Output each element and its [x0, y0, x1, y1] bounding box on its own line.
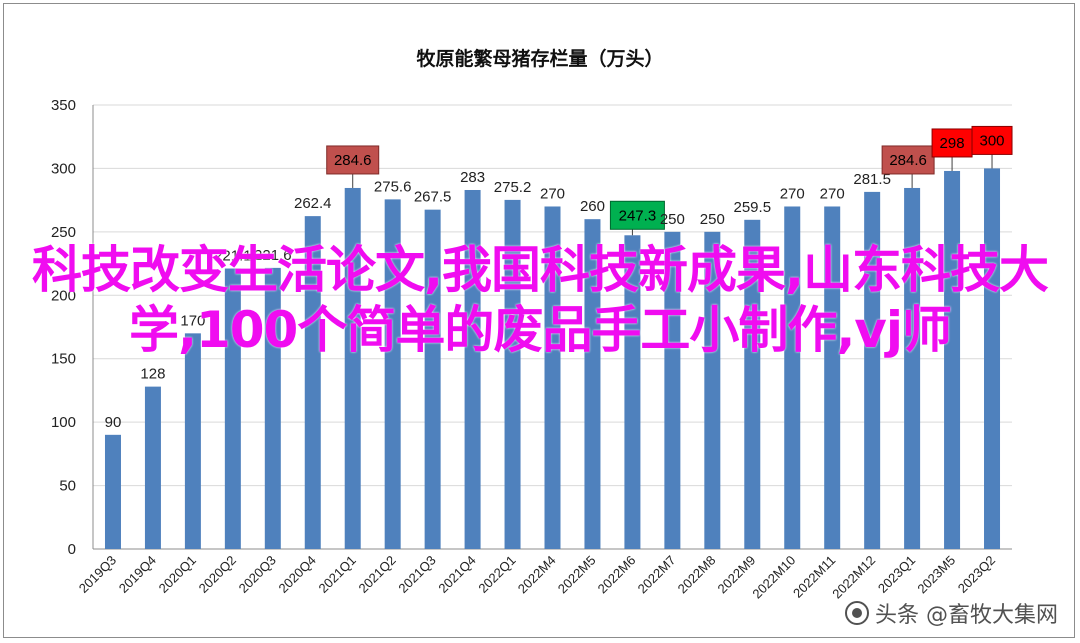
- callout-box: [881, 145, 935, 175]
- data-label: 275.2: [494, 179, 532, 196]
- x-tick-label: 2022M10: [749, 553, 798, 602]
- x-tick-label: 2022M8: [675, 553, 719, 597]
- x-tick-label: 2021Q2: [355, 553, 398, 596]
- x-tick-label: 2022Q1: [475, 553, 518, 596]
- x-tick-label: 2020Q1: [156, 553, 199, 596]
- x-tick-label: 2022M4: [515, 553, 559, 597]
- bar: [344, 187, 361, 549]
- bar: [784, 206, 801, 549]
- x-tick-label: 2023M5: [914, 553, 958, 597]
- x-tick-label: 2022M6: [595, 553, 639, 597]
- data-label: 270: [780, 185, 805, 202]
- bar: [944, 170, 961, 550]
- bar: [424, 209, 441, 549]
- watermark-text: 头条 @畜牧大集网: [875, 603, 1058, 628]
- bar: [544, 206, 561, 549]
- callout-label: 284.6: [334, 152, 372, 169]
- bar: [664, 231, 681, 549]
- x-tick-label: 2022M7: [635, 553, 679, 597]
- x-tick-label: 2021Q4: [435, 553, 478, 596]
- watermark: 头条 @畜牧大集网: [845, 597, 1058, 629]
- data-label: 170: [180, 312, 205, 329]
- bar: [864, 191, 881, 549]
- chart-frame: [3, 3, 1075, 638]
- bar: [624, 235, 641, 549]
- bar: [104, 434, 121, 549]
- callout-label: 298: [940, 135, 965, 152]
- x-tick-label: 2022M5: [555, 553, 599, 597]
- bar: [224, 268, 241, 549]
- x-tick-label: 2023Q2: [955, 553, 998, 596]
- data-label: 128: [140, 366, 165, 383]
- data-label: 259.5: [734, 199, 772, 216]
- data-label: 260: [580, 198, 605, 215]
- data-label: 275.6: [374, 178, 412, 195]
- bar: [504, 199, 521, 549]
- x-tick-label: 2019Q4: [116, 553, 159, 596]
- data-label: 281.5: [853, 171, 891, 188]
- data-label: 250: [700, 211, 725, 228]
- y-tick-label: 50: [59, 478, 76, 495]
- x-tick-label: 2020Q4: [276, 553, 319, 596]
- x-tick-label: 2020Q3: [236, 553, 279, 596]
- data-label: 262.4: [294, 195, 332, 212]
- x-tick-label: 2021Q3: [395, 553, 438, 596]
- bar: [584, 219, 601, 549]
- bar: [384, 199, 401, 549]
- y-tick-label: 150: [51, 351, 76, 368]
- bar: [904, 187, 921, 549]
- callout-box: [609, 200, 665, 230]
- y-tick-label: 250: [51, 224, 76, 241]
- data-label: 270: [540, 185, 565, 202]
- x-tick-label: 2020Q2: [196, 553, 239, 596]
- data-label: 221.1: [214, 248, 252, 265]
- callout-box: [326, 145, 380, 175]
- bar: [464, 189, 481, 549]
- data-label: 250: [660, 211, 685, 228]
- callout-label: 247.3: [619, 207, 657, 224]
- x-tick-label: 2021Q1: [316, 553, 359, 596]
- bar: [264, 267, 281, 549]
- callout-box: [931, 128, 973, 158]
- y-tick-label: 200: [51, 287, 76, 304]
- bar: [744, 219, 761, 549]
- y-tick-label: 350: [51, 97, 76, 114]
- callout-label: 300: [980, 132, 1005, 149]
- chart-title: 牧原能繁母猪存栏量（万头）: [416, 48, 664, 70]
- data-label: 267.5: [414, 189, 452, 206]
- overlay-text: 科技改变生活论文,我国科技新成果,山东科技大学,100个简单的废品手工小制作,v…: [32, 241, 1049, 359]
- y-tick-label: 100: [51, 414, 76, 431]
- y-tick-label: 0: [68, 541, 76, 558]
- bar: [144, 386, 161, 549]
- y-tick-label: 300: [51, 160, 76, 177]
- data-label: 283: [460, 169, 485, 186]
- bar: [704, 231, 721, 549]
- x-tick-label: 2023Q1: [875, 553, 918, 596]
- data-label: 90: [105, 414, 122, 431]
- watermark-logo-icon: [845, 601, 869, 625]
- bar: [184, 333, 201, 549]
- bar: [984, 168, 1001, 549]
- x-tick-label: 2019Q3: [76, 553, 119, 596]
- data-label: 270: [820, 185, 845, 202]
- callout-box: [971, 125, 1013, 155]
- bar: [824, 206, 841, 549]
- x-tick-label: 2022M12: [829, 553, 878, 602]
- bar: [304, 216, 321, 549]
- callout-label: 284.6: [889, 152, 927, 169]
- data-label: 221.6: [254, 247, 292, 264]
